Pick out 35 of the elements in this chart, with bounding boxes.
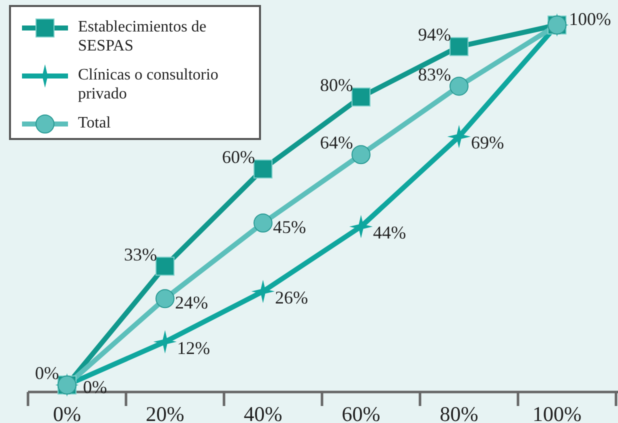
data-label: 60% xyxy=(222,147,255,168)
point xyxy=(153,330,177,354)
x-tick-label: 60% xyxy=(342,402,380,423)
x-tick-label: 0% xyxy=(53,402,81,423)
data-label: 94% xyxy=(418,24,451,45)
data-label: 33% xyxy=(124,244,157,264)
x-tick-label: 100% xyxy=(532,402,582,423)
legend-label: Total xyxy=(78,114,112,132)
point xyxy=(254,214,272,232)
point xyxy=(251,280,275,304)
x-tick-label: 20% xyxy=(146,402,184,423)
point xyxy=(450,37,468,56)
data-label: 26% xyxy=(275,288,308,308)
legend-label: Establecimientos de SESPAS xyxy=(78,18,206,55)
data-label: 83% xyxy=(418,64,451,84)
point xyxy=(156,256,174,276)
point xyxy=(447,124,471,148)
x-tick-label: 80% xyxy=(440,402,478,423)
point xyxy=(349,214,373,238)
point xyxy=(156,289,174,308)
point xyxy=(450,76,468,96)
data-label: 69% xyxy=(471,132,504,153)
data-label: 80% xyxy=(320,75,353,96)
data-label: 100% xyxy=(569,9,611,30)
legend-label: Clínicas o consultorio privado xyxy=(78,66,218,103)
data-label: 24% xyxy=(175,292,208,313)
x-tick-label: 40% xyxy=(244,402,282,423)
data-label: 64% xyxy=(320,132,353,153)
data-label: 12% xyxy=(177,338,210,358)
data-label: 44% xyxy=(373,222,406,243)
data-label: 0% xyxy=(35,363,59,384)
data-label: 45% xyxy=(273,217,306,238)
point xyxy=(352,88,370,106)
point xyxy=(254,160,272,178)
point xyxy=(352,145,370,164)
